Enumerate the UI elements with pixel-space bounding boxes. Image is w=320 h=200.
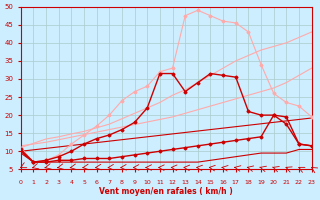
X-axis label: Vent moyen/en rafales ( km/h ): Vent moyen/en rafales ( km/h ): [99, 187, 233, 196]
